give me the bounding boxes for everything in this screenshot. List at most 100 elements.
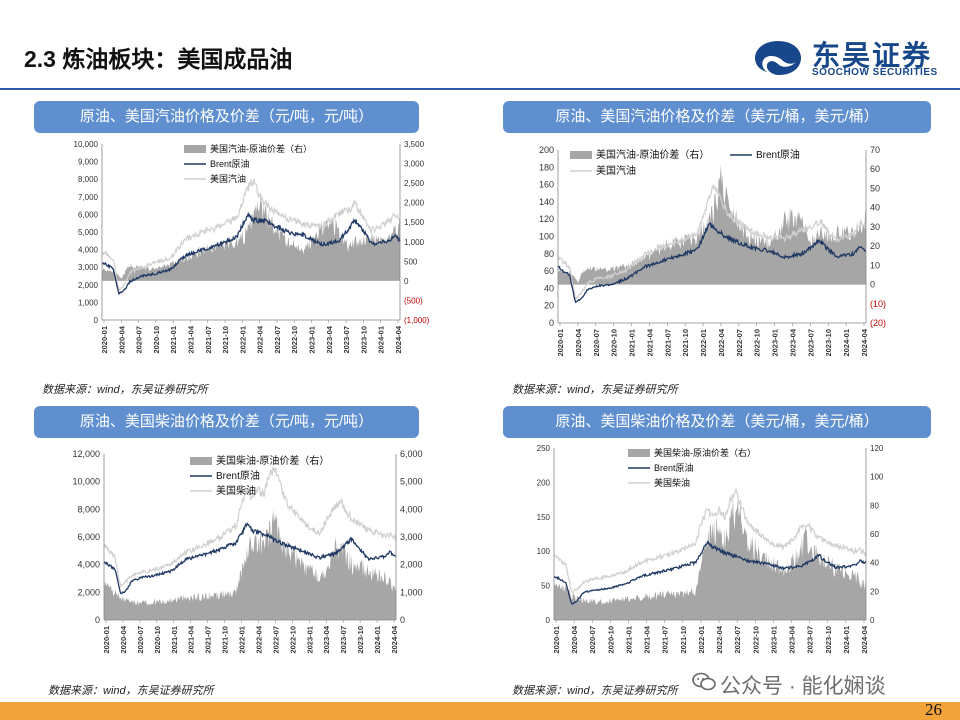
logo-english-name: SOOCHOW SECURITIES [812, 67, 938, 78]
brent-line [103, 522, 397, 595]
x-tick-label: 2021-04 [186, 325, 195, 353]
source-gasoline-usd: 数据来源：wind，东吴证券研究所 [512, 384, 678, 396]
left-tick-label: 80 [544, 249, 554, 259]
right-tick-label: 3,000 [400, 532, 423, 542]
x-tick-label: 2023-01 [771, 329, 780, 357]
x-tick-label: 2022-10 [290, 326, 299, 354]
x-tick-label: 2021-07 [661, 626, 670, 654]
x-tick-label: 2022-07 [735, 329, 744, 357]
right-tick-label: (500) [404, 296, 423, 305]
left-tick-label: 200 [537, 478, 551, 487]
left-tick-label: 4,000 [77, 560, 100, 570]
right-tick-label: 120 [870, 444, 884, 453]
left-tick-label: 2,000 [78, 281, 99, 290]
left-tick-label: 200 [539, 145, 554, 155]
right-tick-label: 1,500 [404, 218, 425, 227]
x-tick-label: 2020-01 [102, 626, 111, 654]
x-tick-label: 2023-07 [339, 626, 348, 654]
x-tick-label: 2023-04 [325, 325, 334, 353]
legend-label-product: 美国柴油 [654, 477, 690, 488]
x-tick-label: 2022-01 [697, 626, 706, 654]
left-tick-label: 2,000 [77, 587, 100, 597]
left-tick-label: 100 [539, 232, 554, 242]
x-tick-label: 2021-10 [221, 326, 230, 354]
page-title: 2.3 炼油板块：美国成品油 [24, 46, 293, 72]
x-tick-label: 2022-07 [733, 626, 742, 654]
right-tick-label: 80 [870, 501, 879, 510]
x-tick-label: 2022-04 [717, 328, 726, 356]
spread-area [104, 509, 396, 620]
right-tick-label: 40 [870, 203, 880, 213]
legend-swatch-spread [570, 151, 592, 159]
left-tick-label: 1,000 [78, 298, 99, 307]
product-line [103, 466, 397, 588]
right-tick-label: 0 [870, 280, 875, 290]
left-tick-label: 0 [549, 318, 554, 328]
left-tick-label: 100 [537, 547, 551, 556]
x-tick-label: 2023-01 [308, 326, 317, 354]
right-tick-label: (20) [870, 318, 886, 328]
x-tick-label: 2024-01 [377, 326, 386, 354]
x-tick-label: 2023-04 [788, 625, 797, 653]
chart-diesel-usd: 0 50 100 150 200 250 0 20 40 60 80 100 120 2020-01 202… [537, 444, 884, 654]
spread-area [554, 498, 866, 620]
left-tick-label: 7,000 [78, 193, 99, 202]
panel-header-gasoline-usd: 原油、美国汽油价格及价差（美元/桶，美元/桶） [503, 101, 931, 133]
legend-label-product: 美国柴油 [216, 484, 256, 497]
legend-label-brent: Brent原油 [210, 158, 250, 169]
x-tick-label: 2023-10 [824, 329, 833, 357]
product-line [101, 178, 401, 292]
chart-gasoline-usd: 0 20 40 60 80 100 120 140 160 180 200 (20) (10) 0 10 20… [539, 145, 886, 357]
x-tick-label: 2022-07 [271, 626, 280, 654]
right-tick-label: 0 [404, 277, 409, 286]
right-tick-label: 1,000 [404, 238, 425, 247]
x-tick-label: 2021-07 [663, 329, 672, 357]
brent-line [101, 211, 401, 296]
x-tick-label: 2024-04 [860, 328, 869, 356]
left-tick-label: 10,000 [72, 477, 100, 487]
brent-line [553, 540, 867, 605]
left-tick-label: 160 [539, 180, 554, 190]
left-tick-label: 0 [94, 316, 99, 325]
left-tick-label: 5,000 [78, 228, 99, 237]
legend-label-spread: 美国汽油-原油价差（右） [210, 143, 312, 154]
x-tick-label: 2022-04 [256, 325, 265, 353]
right-tick-label: 3,500 [404, 140, 425, 149]
legend-label-spread: 美国柴油-原油价差（右） [654, 447, 756, 458]
left-tick-label: 6,000 [78, 210, 99, 219]
legend-label-product: 美国汽油 [596, 164, 636, 177]
x-tick-label: 2021-01 [624, 626, 633, 654]
right-tick-label: 70 [870, 145, 880, 155]
left-tick-label: 60 [544, 266, 554, 276]
x-tick-label: 2022-01 [238, 626, 247, 654]
right-tick-label: 50 [870, 183, 880, 193]
x-tick-label: 2022-01 [238, 326, 247, 354]
x-tick-label: 2020-04 [117, 325, 126, 353]
left-tick-label: 50 [541, 582, 550, 591]
product-line [557, 184, 867, 301]
x-tick-label: 2023-10 [824, 626, 833, 654]
legend-label-product: 美国汽油 [210, 173, 246, 184]
x-tick-label: 2020-07 [136, 626, 145, 654]
header-divider [0, 88, 960, 90]
x-tick-label: 2020-04 [119, 625, 128, 653]
x-tick-label: 2023-01 [305, 626, 314, 654]
legend-label-brent: Brent原油 [756, 148, 800, 161]
right-tick-label: 6,000 [400, 449, 423, 459]
left-tick-label: 120 [539, 214, 554, 224]
x-tick-label: 2021-01 [628, 329, 637, 357]
x-tick-label: 2024-04 [390, 625, 399, 653]
x-tick-label: 2020-10 [610, 329, 619, 357]
x-tick-label: 2020-01 [100, 326, 109, 354]
x-tick-label: 2024-04 [860, 625, 869, 653]
left-tick-label: 250 [537, 444, 551, 453]
x-tick-label: 2020-10 [606, 626, 615, 654]
source-diesel-usd: 数据来源：wind，东吴证券研究所 [512, 685, 678, 697]
left-tick-label: 4,000 [78, 246, 99, 255]
legend-swatch-spread [628, 449, 650, 457]
x-tick-label: 2022-01 [699, 329, 708, 357]
watermark: 公众号 · 能化娴谈 [690, 668, 940, 698]
left-tick-label: 8,000 [77, 504, 100, 514]
left-tick-label: 20 [544, 301, 554, 311]
x-tick-label: 2020-07 [592, 329, 601, 357]
